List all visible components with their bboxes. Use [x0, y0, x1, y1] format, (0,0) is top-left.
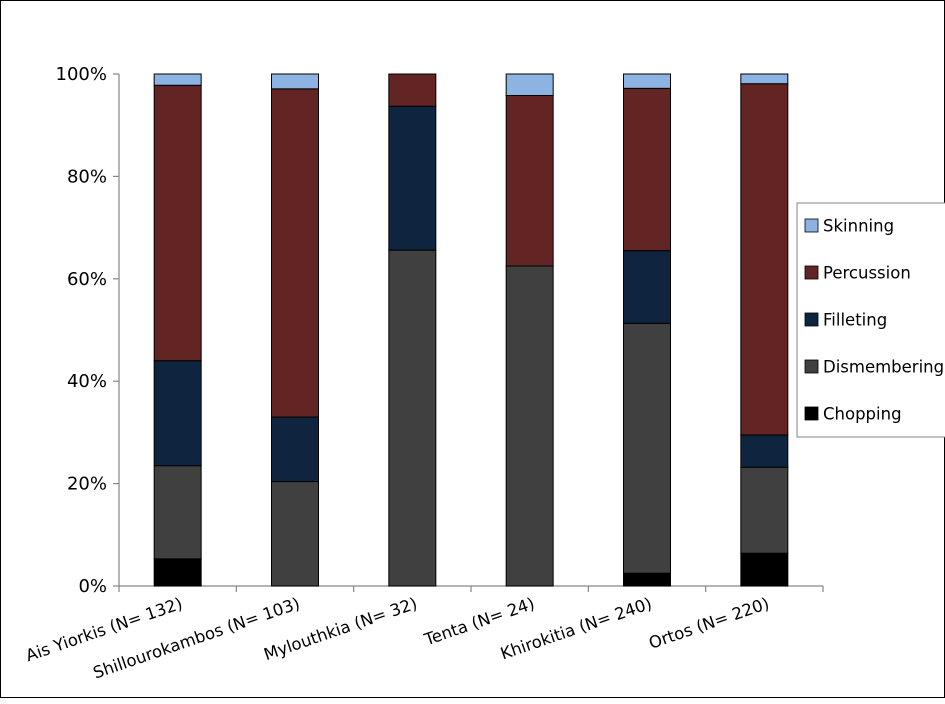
- y-tick-label: 20%: [67, 474, 107, 495]
- bar-segment-filleting: [271, 416, 319, 483]
- bar-segment-skinning: [271, 73, 319, 90]
- bar-segment-skinning: [623, 73, 671, 89]
- legend-swatch-dismembering: [804, 359, 819, 374]
- legend-box: [796, 202, 945, 438]
- category-labels: Ais Yiorkis (N= 132)Shillourokambos (N= …: [23, 594, 771, 683]
- bar-segment-percussion: [388, 73, 437, 107]
- y-tick-label: 40%: [67, 371, 107, 392]
- bar-segment-skinning: [740, 73, 789, 85]
- bar-segment-dismembering: [740, 466, 789, 554]
- bar-segment-filleting: [388, 105, 437, 251]
- bar-segment-dismembering: [623, 322, 671, 574]
- legend-label-percussion: Percussion: [823, 264, 911, 283]
- bar-segment-chopping: [153, 558, 202, 587]
- category-label: Shillourokambos (N= 103): [91, 594, 303, 683]
- bar-segment-filleting: [740, 434, 789, 468]
- bar-segment-dismembering: [505, 265, 554, 587]
- legend-label-chopping: Chopping: [823, 405, 902, 424]
- legend-label-dismembering: Dismembering: [823, 358, 944, 377]
- bar-segment-chopping: [623, 572, 671, 587]
- bar-segment-filleting: [623, 250, 671, 324]
- y-tick-label: 80%: [67, 166, 107, 187]
- legend-swatch-filleting: [804, 312, 819, 327]
- bar-segment-percussion: [271, 88, 319, 418]
- axes: [113, 73, 824, 592]
- bar-segment-skinning: [153, 73, 202, 86]
- bar-segment-chopping: [740, 552, 789, 587]
- bar-segment-percussion: [623, 87, 671, 252]
- legend-swatch-skinning: [804, 218, 819, 233]
- legend: Skinning Percussion Filleting Dismembering C…: [796, 202, 945, 438]
- legend-swatch-percussion: [804, 265, 819, 280]
- bar-segment-dismembering: [153, 465, 202, 560]
- y-tick-labels: 0% 20% 40% 60% 80% 100%: [56, 64, 107, 597]
- y-tick-label: 0%: [78, 576, 107, 597]
- legend-swatch-chopping: [804, 406, 819, 421]
- bar-segment-filleting: [153, 360, 202, 467]
- bar-segment-dismembering: [271, 481, 319, 587]
- legend-label-filleting: Filleting: [823, 311, 887, 330]
- bars: [153, 73, 789, 587]
- bar-segment-percussion: [153, 84, 202, 362]
- bar-segment-percussion: [505, 95, 554, 267]
- bar-segment-skinning: [505, 73, 554, 97]
- y-tick-label: 60%: [67, 269, 107, 290]
- y-tick-label: 100%: [56, 64, 107, 85]
- bar-segment-dismembering: [388, 249, 437, 587]
- category-label: Ortos (N= 220): [646, 594, 771, 653]
- bar-segment-percussion: [740, 83, 789, 436]
- legend-label-skinning: Skinning: [823, 217, 894, 236]
